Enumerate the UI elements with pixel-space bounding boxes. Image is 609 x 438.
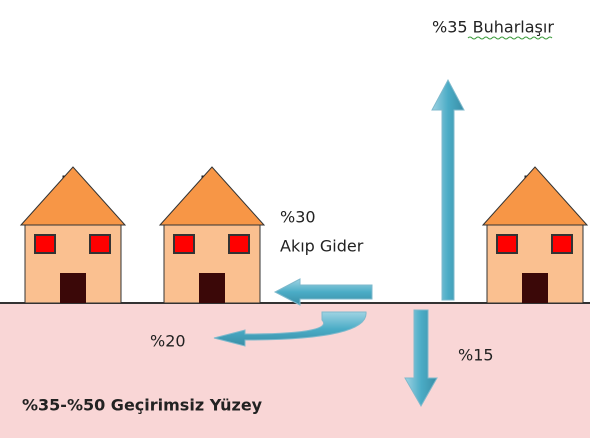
ground [0, 303, 590, 438]
deep-label: %15 [458, 346, 494, 365]
house [160, 167, 264, 303]
surface-label: %35-%50 Geçirimsiz Yüzey [22, 396, 263, 415]
diagram: %35 Buharlaşır %30 Akıp Gider %20 %15 %3… [0, 0, 609, 438]
house [21, 167, 125, 303]
evaporation-arrow [432, 80, 464, 300]
house [483, 167, 587, 303]
evaporation-label: %35 Buharlaşır [432, 18, 554, 37]
runoff-text: Akıp Gider [280, 237, 364, 256]
spellcheck-underline [468, 37, 552, 39]
runoff-percent: %30 [280, 208, 316, 227]
shallow-label: %20 [150, 332, 186, 351]
runoff-arrow [275, 279, 372, 305]
